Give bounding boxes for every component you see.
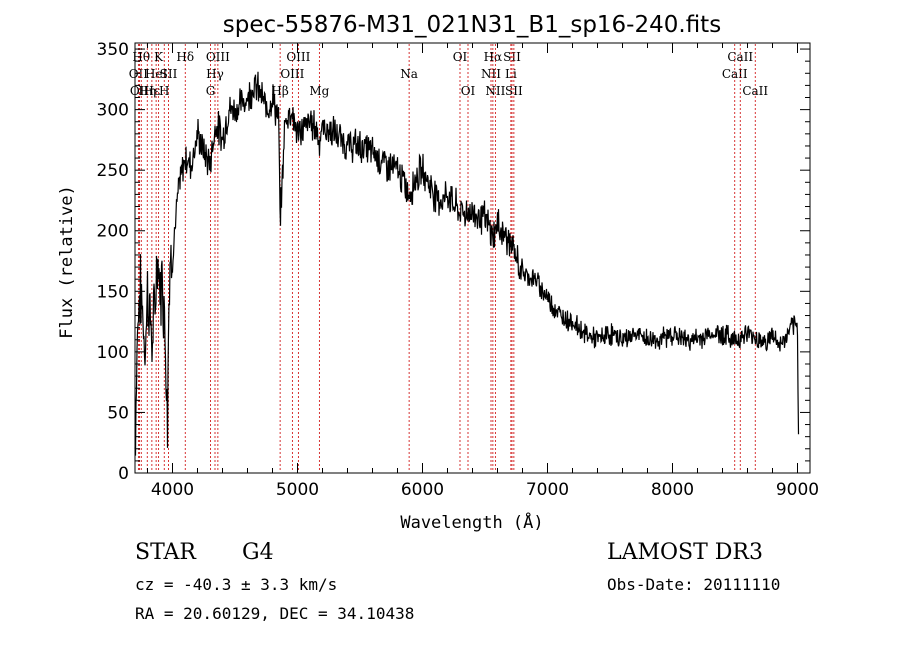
- y-tick-label: 150: [97, 282, 129, 302]
- y-tick-label: 100: [97, 343, 129, 363]
- spectral-line-label: OII: [129, 67, 149, 81]
- spectral-line-label: OIII: [286, 50, 310, 64]
- object-subclass: G4: [242, 540, 274, 565]
- spectral-line-label: Mg: [309, 84, 329, 98]
- survey-name: LAMOST DR3: [607, 540, 763, 565]
- spectral-line-label: Hα: [484, 50, 503, 64]
- spectral-line-label: NII: [485, 84, 505, 98]
- spectral-line-label: Li: [505, 67, 517, 81]
- spectral-line-label: Hη: [138, 84, 156, 98]
- spectral-line-label: SII: [503, 50, 521, 64]
- coordinates: RA = 20.60129, DEC = 34.10438: [135, 604, 415, 623]
- x-tick-label: 5000: [276, 480, 319, 500]
- spectral-line-label: CaII: [727, 50, 753, 64]
- spectral-line-label: H: [159, 84, 169, 98]
- spectral-line-label: OI: [453, 50, 468, 64]
- observation-date: Obs-Date: 20111110: [607, 575, 781, 594]
- spectral-line-label: Na: [400, 67, 418, 81]
- y-axis-label: Flux (relative): [57, 185, 77, 339]
- spectral-line-label: OI: [461, 84, 476, 98]
- chart-title: spec-55876-M31_021N31_B1_sp16-240.fits: [223, 12, 721, 38]
- spectrum-series-line: [134, 71, 800, 456]
- spectral-line-label: NII: [481, 67, 501, 81]
- x-tick-label: 4000: [151, 480, 194, 500]
- spectral-line-label: SII: [160, 67, 178, 81]
- spectral-line-label: CaII: [722, 67, 748, 81]
- y-tick-label: 350: [97, 40, 129, 60]
- redshift-velocity: cz = -40.3 ± 3.3 km/s: [135, 575, 338, 594]
- x-tick-label: 8000: [651, 480, 694, 500]
- x-tick-label: 9000: [776, 480, 819, 500]
- spectral-line-label: HeI: [145, 67, 168, 81]
- spectral-line-label: OIII: [280, 67, 304, 81]
- y-tick-label: 50: [107, 403, 129, 423]
- x-tick-label: 6000: [401, 480, 444, 500]
- y-tick-label: 200: [97, 222, 129, 242]
- spectral-line-label: CaII: [742, 84, 768, 98]
- spectral-line-label: K: [154, 50, 164, 64]
- axes-layer: 4000 5000 6000 7000 8000 9000 0 50 100 150 200 250 3…: [97, 40, 820, 500]
- spectral-line-label: Hβ: [271, 84, 288, 98]
- line-markers-layer: OIIOIIHθHηHεHeIKHSIIHδGHγOIIIHβOIIIOIIIM…: [129, 44, 768, 472]
- object-class: STAR: [135, 540, 196, 565]
- spectral-line-label: Hε: [144, 84, 161, 98]
- spectral-line-label: Hδ: [176, 50, 194, 64]
- spectral-line-label: OIII: [206, 50, 230, 64]
- y-tick-label: 250: [97, 161, 129, 181]
- y-tick-label: 0: [118, 464, 129, 484]
- x-axis-label: Wavelength (Å): [400, 511, 543, 533]
- y-tick-label: 300: [97, 101, 129, 121]
- spectral-line-label: Hθ: [132, 50, 150, 64]
- spectral-line-label: SII: [505, 84, 523, 98]
- spectral-line-label: G: [206, 84, 216, 98]
- x-tick-label: 7000: [526, 480, 569, 500]
- plot-frame: [134, 42, 811, 474]
- spectral-line-label: Hγ: [206, 67, 224, 81]
